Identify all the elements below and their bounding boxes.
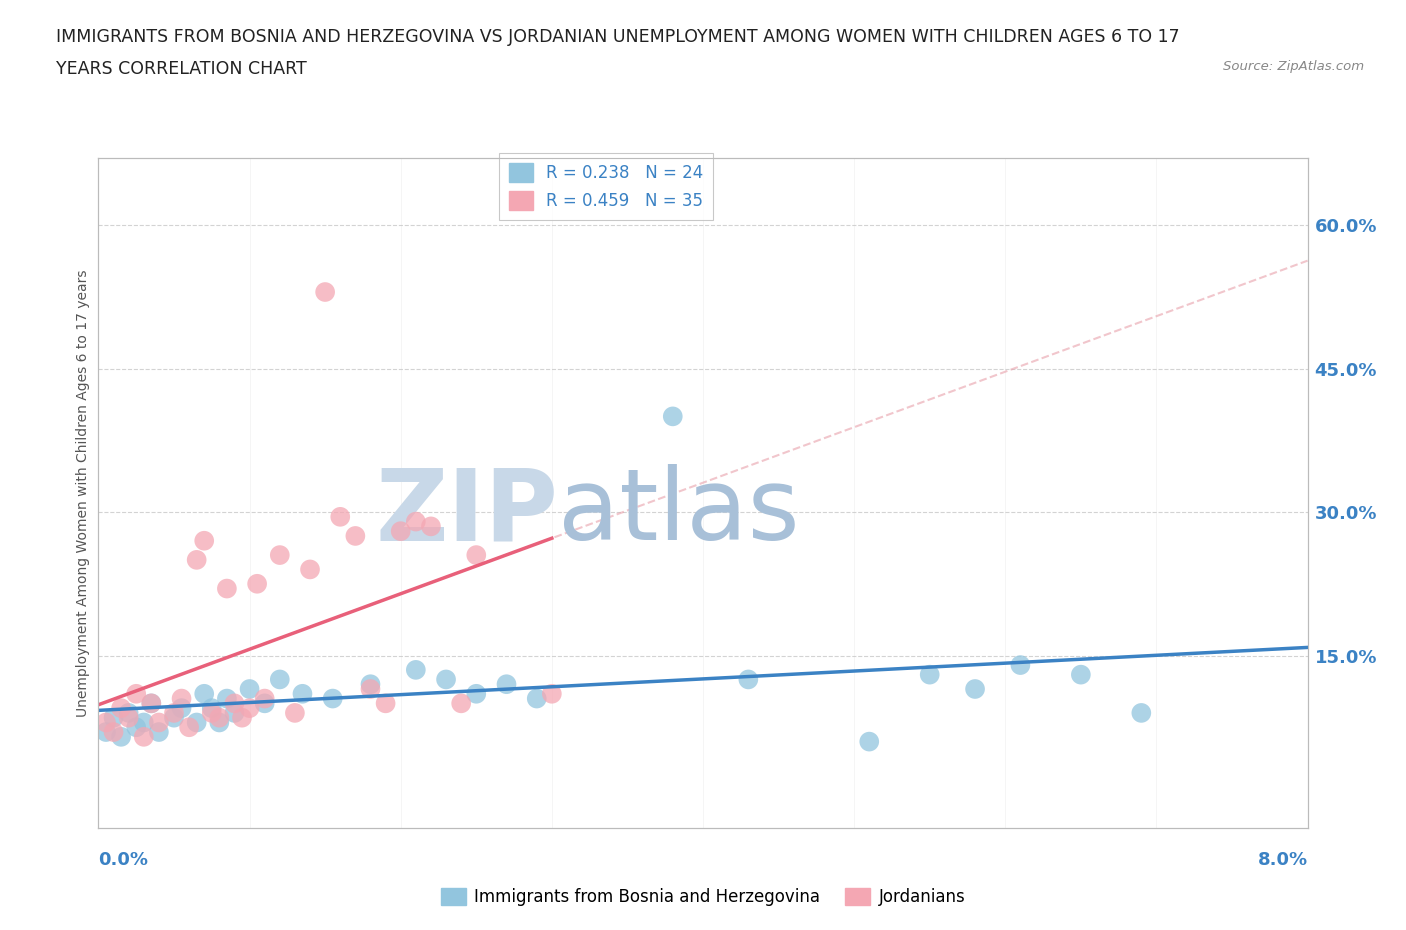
Point <box>186 715 208 730</box>
Point <box>132 729 155 744</box>
Point <box>239 682 262 697</box>
Point <box>360 682 382 697</box>
Point <box>1010 658 1032 672</box>
Legend: Immigrants from Bosnia and Herzegovina, Jordanians: Immigrants from Bosnia and Herzegovina, … <box>434 881 972 912</box>
Point <box>239 700 262 715</box>
Point <box>110 729 132 744</box>
Point <box>662 409 685 424</box>
Legend: R = 0.238   N = 24, R = 0.459   N = 35: R = 0.238 N = 24, R = 0.459 N = 35 <box>499 153 713 219</box>
Point <box>269 548 291 563</box>
Text: IMMIGRANTS FROM BOSNIA AND HERZEGOVINA VS JORDANIAN UNEMPLOYMENT AMONG WOMEN WIT: IMMIGRANTS FROM BOSNIA AND HERZEGOVINA V… <box>56 28 1180 46</box>
Point <box>858 734 880 749</box>
Point <box>125 720 148 735</box>
Text: Source: ZipAtlas.com: Source: ZipAtlas.com <box>1223 60 1364 73</box>
Point <box>148 715 170 730</box>
Point <box>526 691 548 706</box>
Point <box>291 686 314 701</box>
Point <box>495 677 517 692</box>
Point <box>170 700 193 715</box>
Point <box>110 700 132 715</box>
Point <box>737 672 759 687</box>
Point <box>215 691 238 706</box>
Point <box>201 700 224 715</box>
Point <box>118 706 141 721</box>
Point <box>314 285 336 299</box>
Point <box>231 711 253 725</box>
Point <box>1070 667 1092 682</box>
Point <box>201 706 224 721</box>
Point <box>148 724 170 739</box>
Point <box>299 562 322 577</box>
Text: 0.0%: 0.0% <box>98 851 149 870</box>
Point <box>94 715 117 730</box>
Text: 8.0%: 8.0% <box>1257 851 1308 870</box>
Point <box>163 711 186 725</box>
Point <box>141 696 163 711</box>
Point <box>344 528 367 543</box>
Point <box>465 686 488 701</box>
Point <box>118 711 141 725</box>
Point <box>224 706 246 721</box>
Point <box>420 519 443 534</box>
Point <box>94 724 117 739</box>
Point <box>103 724 125 739</box>
Point <box>186 552 208 567</box>
Point <box>208 715 231 730</box>
Point <box>541 686 564 701</box>
Point <box>253 696 276 711</box>
Point <box>224 696 246 711</box>
Point <box>450 696 472 711</box>
Point <box>215 581 238 596</box>
Point <box>125 686 148 701</box>
Point <box>374 696 396 711</box>
Point <box>329 510 352 525</box>
Point <box>434 672 457 687</box>
Point <box>170 691 193 706</box>
Point <box>360 677 382 692</box>
Text: ZIP: ZIP <box>375 464 558 562</box>
Point <box>405 514 427 529</box>
Point <box>208 711 231 725</box>
Point <box>141 696 163 711</box>
Point <box>465 548 488 563</box>
Point <box>269 672 291 687</box>
Point <box>193 686 215 701</box>
Point <box>246 577 269 591</box>
Point <box>179 720 201 735</box>
Point <box>193 533 215 548</box>
Point <box>132 715 155 730</box>
Point <box>163 706 186 721</box>
Y-axis label: Unemployment Among Women with Children Ages 6 to 17 years: Unemployment Among Women with Children A… <box>76 269 90 717</box>
Point <box>284 706 307 721</box>
Text: atlas: atlas <box>558 464 800 562</box>
Point <box>1130 706 1153 721</box>
Text: YEARS CORRELATION CHART: YEARS CORRELATION CHART <box>56 60 307 78</box>
Point <box>965 682 987 697</box>
Point <box>322 691 344 706</box>
Point <box>389 524 412 538</box>
Point <box>405 662 427 677</box>
Point <box>103 711 125 725</box>
Point <box>253 691 276 706</box>
Point <box>918 667 941 682</box>
